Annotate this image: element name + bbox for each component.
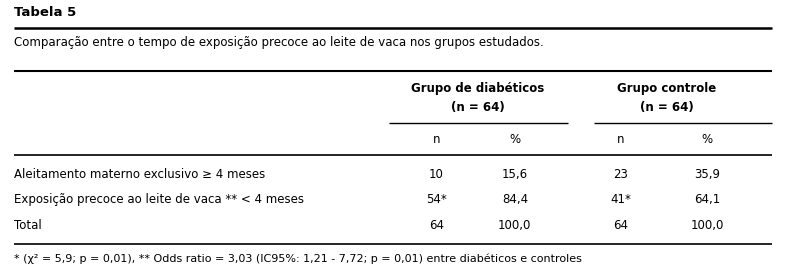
Text: 10: 10 xyxy=(429,168,443,181)
Text: Aleitamento materno exclusivo ≥ 4 meses: Aleitamento materno exclusivo ≥ 4 meses xyxy=(14,168,266,181)
Text: 23: 23 xyxy=(614,168,628,181)
Text: %: % xyxy=(702,133,713,146)
Text: Exposição precoce ao leite de vaca ** < 4 meses: Exposição precoce ao leite de vaca ** < … xyxy=(14,194,304,206)
Text: 64,1: 64,1 xyxy=(694,194,721,206)
Text: n: n xyxy=(432,133,440,146)
Text: %: % xyxy=(509,133,520,146)
Text: 100,0: 100,0 xyxy=(691,219,724,232)
Text: Grupo de diabéticos: Grupo de diabéticos xyxy=(411,82,545,94)
Text: 41*: 41* xyxy=(611,194,631,206)
Text: 100,0: 100,0 xyxy=(498,219,531,232)
Text: n: n xyxy=(617,133,625,146)
Text: Grupo controle: Grupo controle xyxy=(617,82,716,94)
Text: (n = 64): (n = 64) xyxy=(640,101,693,114)
Text: 54*: 54* xyxy=(426,194,446,206)
Text: 84,4: 84,4 xyxy=(501,194,528,206)
Text: Tabela 5: Tabela 5 xyxy=(14,6,76,19)
Text: Comparação entre o tempo de exposição precoce ao leite de vaca nos grupos estuda: Comparação entre o tempo de exposição pr… xyxy=(14,37,544,49)
Text: (n = 64): (n = 64) xyxy=(451,101,505,114)
Text: 15,6: 15,6 xyxy=(501,168,528,181)
Text: 64: 64 xyxy=(613,219,629,232)
Text: * (χ² = 5,9; p = 0,01), ** Odds ratio = 3,03 (IC95%: 1,21 - 7,72; p = 0,01) entr: * (χ² = 5,9; p = 0,01), ** Odds ratio = … xyxy=(14,254,582,264)
Text: 64: 64 xyxy=(428,219,444,232)
Text: 35,9: 35,9 xyxy=(694,168,721,181)
Text: Total: Total xyxy=(14,219,42,232)
